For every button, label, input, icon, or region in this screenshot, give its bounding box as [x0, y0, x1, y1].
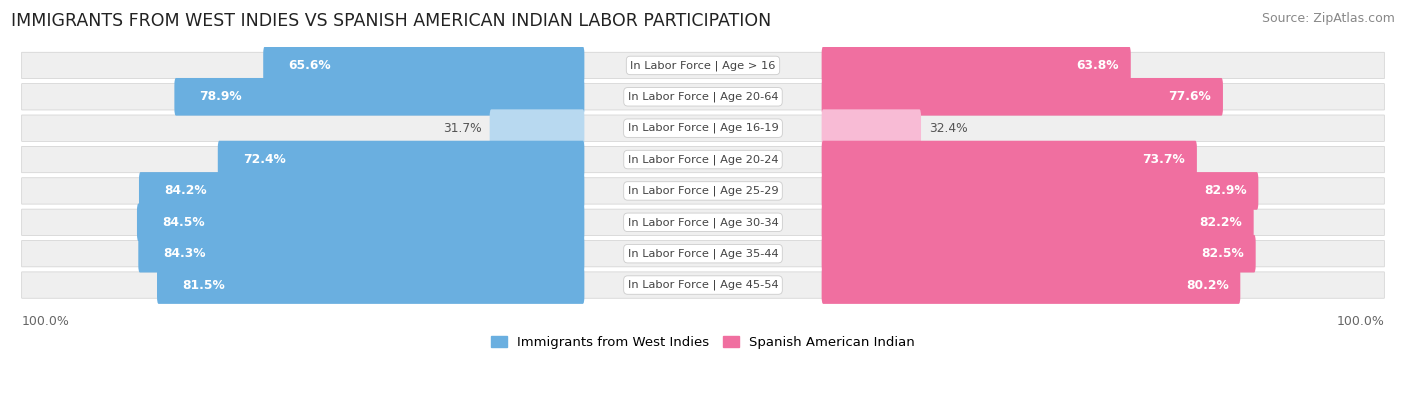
FancyBboxPatch shape: [821, 266, 1240, 304]
Text: 84.3%: 84.3%: [163, 247, 205, 260]
Text: 80.2%: 80.2%: [1185, 278, 1229, 292]
FancyBboxPatch shape: [821, 141, 1197, 179]
Text: 84.5%: 84.5%: [162, 216, 205, 229]
FancyBboxPatch shape: [821, 78, 1223, 116]
Text: Source: ZipAtlas.com: Source: ZipAtlas.com: [1261, 12, 1395, 25]
FancyBboxPatch shape: [21, 272, 1385, 298]
FancyBboxPatch shape: [21, 241, 1385, 267]
FancyBboxPatch shape: [157, 266, 585, 304]
Text: 78.9%: 78.9%: [200, 90, 242, 103]
FancyBboxPatch shape: [21, 147, 1385, 173]
Text: 82.9%: 82.9%: [1204, 184, 1247, 198]
FancyBboxPatch shape: [21, 52, 1385, 79]
Text: In Labor Force | Age 45-54: In Labor Force | Age 45-54: [627, 280, 779, 290]
Text: In Labor Force | Age 20-64: In Labor Force | Age 20-64: [627, 92, 779, 102]
FancyBboxPatch shape: [489, 109, 585, 147]
FancyBboxPatch shape: [821, 203, 1254, 241]
FancyBboxPatch shape: [21, 178, 1385, 204]
Text: 63.8%: 63.8%: [1077, 59, 1119, 72]
Text: 73.7%: 73.7%: [1143, 153, 1185, 166]
FancyBboxPatch shape: [21, 115, 1385, 141]
FancyBboxPatch shape: [821, 172, 1258, 210]
FancyBboxPatch shape: [138, 235, 585, 273]
Text: 82.5%: 82.5%: [1201, 247, 1244, 260]
FancyBboxPatch shape: [821, 109, 921, 147]
Text: 72.4%: 72.4%: [243, 153, 285, 166]
FancyBboxPatch shape: [218, 141, 585, 179]
Text: In Labor Force | Age 30-34: In Labor Force | Age 30-34: [627, 217, 779, 228]
FancyBboxPatch shape: [139, 172, 585, 210]
Text: 81.5%: 81.5%: [181, 278, 225, 292]
FancyBboxPatch shape: [821, 235, 1256, 273]
Text: 65.6%: 65.6%: [288, 59, 330, 72]
FancyBboxPatch shape: [263, 47, 585, 84]
Text: In Labor Force | Age 20-24: In Labor Force | Age 20-24: [627, 154, 779, 165]
Text: 31.7%: 31.7%: [443, 122, 481, 135]
Text: 77.6%: 77.6%: [1168, 90, 1212, 103]
Text: In Labor Force | Age 16-19: In Labor Force | Age 16-19: [627, 123, 779, 134]
Text: In Labor Force | Age 25-29: In Labor Force | Age 25-29: [627, 186, 779, 196]
Text: 100.0%: 100.0%: [21, 315, 69, 328]
Text: IMMIGRANTS FROM WEST INDIES VS SPANISH AMERICAN INDIAN LABOR PARTICIPATION: IMMIGRANTS FROM WEST INDIES VS SPANISH A…: [11, 12, 772, 30]
Text: In Labor Force | Age > 16: In Labor Force | Age > 16: [630, 60, 776, 71]
Text: 84.2%: 84.2%: [165, 184, 207, 198]
Text: In Labor Force | Age 35-44: In Labor Force | Age 35-44: [627, 248, 779, 259]
FancyBboxPatch shape: [821, 47, 1130, 84]
Text: 82.2%: 82.2%: [1199, 216, 1241, 229]
FancyBboxPatch shape: [21, 84, 1385, 110]
Text: 100.0%: 100.0%: [1337, 315, 1385, 328]
Legend: Immigrants from West Indies, Spanish American Indian: Immigrants from West Indies, Spanish Ame…: [486, 330, 920, 354]
FancyBboxPatch shape: [174, 78, 585, 116]
Text: 32.4%: 32.4%: [929, 122, 969, 135]
FancyBboxPatch shape: [136, 203, 585, 241]
FancyBboxPatch shape: [21, 209, 1385, 235]
